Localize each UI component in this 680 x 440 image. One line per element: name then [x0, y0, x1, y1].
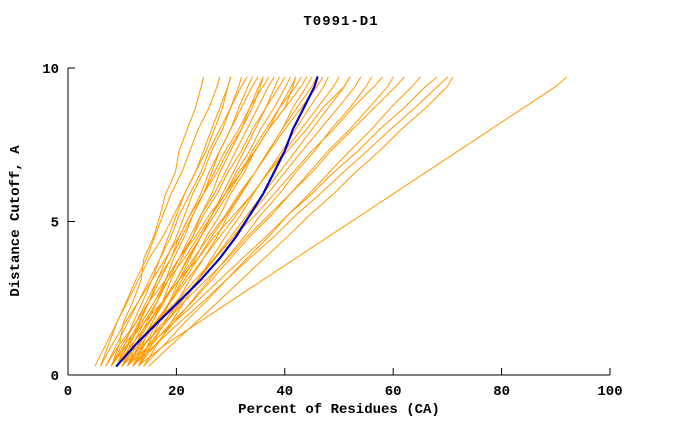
- model-line: [143, 76, 329, 367]
- model-line: [148, 76, 454, 367]
- y-tick-label: 10: [42, 62, 59, 78]
- x-tick-label: 80: [493, 384, 510, 400]
- model-line: [132, 76, 448, 367]
- model-line: [127, 76, 438, 367]
- model-line: [110, 76, 204, 367]
- model-line: [110, 76, 269, 367]
- model-line: [121, 76, 302, 367]
- chart-title: T0991-D1: [303, 14, 379, 30]
- y-tick-label: 0: [51, 369, 59, 385]
- model-line: [121, 76, 242, 367]
- model-line: [100, 76, 221, 367]
- model-line: [105, 76, 248, 367]
- highlighted-model-line: [115, 76, 319, 367]
- model-line: [143, 76, 421, 367]
- model-line: [121, 76, 340, 367]
- x-tick-label: 40: [276, 384, 293, 400]
- model-line: [116, 76, 383, 367]
- y-axis-label: Distance Cutoff, A: [8, 145, 24, 297]
- x-tick-label: 20: [168, 384, 185, 400]
- model-line: [110, 76, 351, 367]
- model-line: [100, 76, 264, 367]
- model-line: [116, 76, 324, 367]
- y-tick-label: 5: [51, 216, 59, 232]
- x-tick-label: 100: [597, 384, 622, 400]
- model-line: [138, 76, 372, 367]
- x-tick-label: 60: [385, 384, 402, 400]
- model-line: [127, 76, 362, 367]
- model-line: [132, 76, 394, 367]
- model-line: [105, 76, 297, 367]
- model-line: [132, 76, 351, 367]
- model-line: [121, 76, 405, 367]
- model-line: [138, 76, 568, 367]
- x-tick-label: 0: [64, 384, 72, 400]
- model-line: [94, 76, 232, 367]
- x-axis-label: Percent of Residues (CA): [238, 402, 440, 418]
- model-line: [116, 76, 232, 367]
- model-line: [138, 76, 313, 367]
- model-line: [121, 76, 275, 367]
